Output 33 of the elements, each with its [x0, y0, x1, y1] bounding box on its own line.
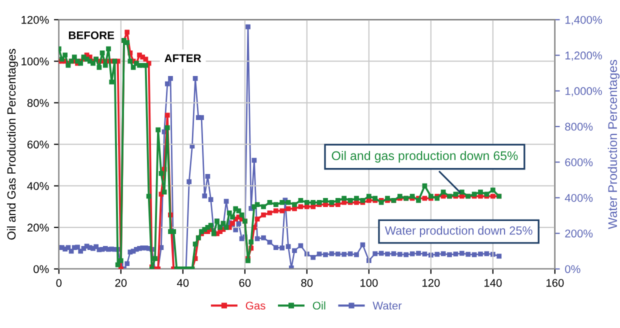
- annotation: AFTER: [164, 54, 202, 62]
- x-tick-label: 80: [301, 278, 313, 287]
- x-tick-label: 40: [176, 278, 189, 287]
- x-tick-label: 100: [360, 278, 378, 287]
- annotation: Water production down 25%: [384, 226, 532, 238]
- x-tick-label: 140: [484, 278, 502, 287]
- x-tick-label: 20: [115, 278, 127, 287]
- legend-label: Water: [372, 302, 402, 310]
- legend-label: Oil: [312, 301, 326, 310]
- y-axis-title: Oil and Gas Production Percentages: [6, 48, 18, 240]
- y2-tick-label: 1,400%: [565, 16, 602, 26]
- y-tick-label: 100%: [22, 57, 49, 66]
- y-tick-label: 40%: [27, 182, 49, 190]
- y2-tick-label: 200%: [565, 230, 593, 238]
- annotation: BEFORE: [68, 31, 114, 40]
- y-tick-label: 0%: [34, 265, 49, 274]
- x-tick-label: 60: [239, 278, 251, 287]
- y2-tick-label: 1,200%: [565, 52, 602, 61]
- annotation: Oil and gas production down 65%: [332, 150, 518, 163]
- y2-tick-label: 1,000%: [565, 87, 602, 96]
- y2-tick-label: 0%: [565, 265, 580, 274]
- y2-tick-label: 800%: [565, 122, 593, 131]
- y2-tick-label: 600%: [565, 158, 593, 166]
- x-tick-label: 120: [422, 278, 440, 287]
- y2-tick-label: 400%: [564, 194, 593, 202]
- x-tick-label: 160: [546, 278, 564, 287]
- x-tick-label: 0: [56, 278, 62, 287]
- y-tick-label: 60%: [28, 140, 49, 148]
- y2-axis-title: Water Production Percentages: [608, 60, 620, 230]
- legend-label: Gas: [246, 302, 266, 310]
- y-tick-label: 20%: [28, 224, 49, 232]
- y-tick-label: 80%: [27, 99, 49, 107]
- y-tick-label: 120%: [22, 16, 49, 24]
